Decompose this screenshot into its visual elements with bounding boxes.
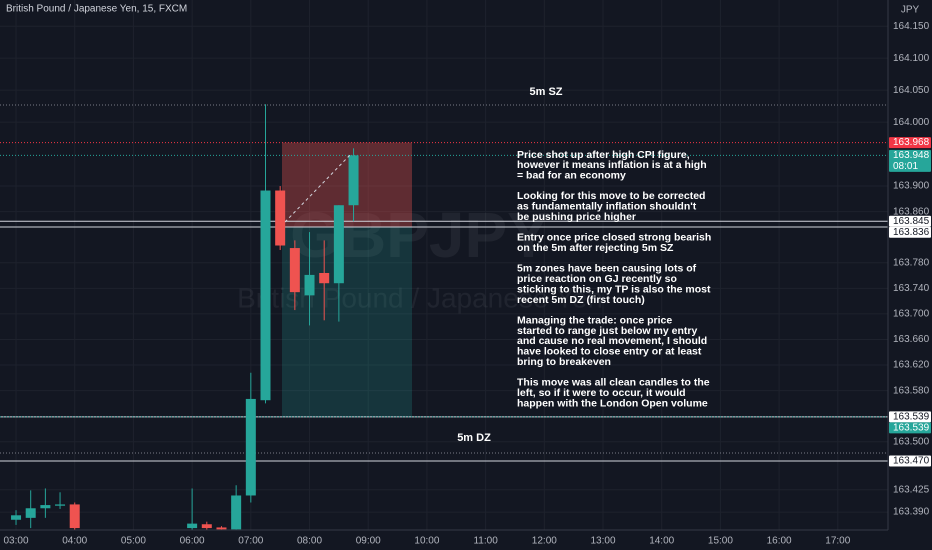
candle-body: [245, 398, 256, 496]
note-line: however it means inflation is at a high: [517, 159, 707, 171]
x-tick-label: 16:00: [767, 536, 792, 547]
note-line: be pushing price higher: [517, 211, 636, 223]
x-tick-label: 11:00: [473, 536, 498, 547]
price-tag-label: 163.470: [893, 456, 930, 467]
price-axis: [888, 0, 932, 550]
candle-body: [275, 190, 286, 246]
x-tick-label: 07:00: [238, 536, 263, 547]
x-tick-label: 08:00: [297, 536, 322, 547]
price-tag-label: 163.539: [893, 411, 930, 422]
candle-body: [11, 515, 22, 520]
y-tick-label: 163.660: [893, 334, 930, 345]
y-tick-label: 163.500: [893, 436, 930, 447]
y-tick-label: 163.390: [893, 507, 930, 518]
note-line: 5m zones have been causing lots of: [517, 263, 697, 275]
x-tick-label: 17:00: [825, 536, 850, 547]
candle-body: [69, 504, 80, 529]
candle-body: [333, 205, 344, 284]
y-tick-label: 163.860: [893, 206, 930, 217]
candle-body: [40, 505, 51, 509]
price-tag: [889, 215, 931, 227]
note-line: Entry once price closed strong bearish: [517, 232, 711, 244]
note-line: price reaction on GJ recently so: [517, 273, 677, 285]
x-tick-label: 12:00: [532, 536, 557, 547]
axes: 164.150 164.100 164.050 164.000 163.900 163.8…: [4, 21, 931, 547]
note-line: = bad for an economy: [517, 170, 626, 182]
y-tick-label: 163.620: [893, 360, 930, 371]
y-tick-label: 163.780: [893, 257, 930, 268]
watermark: GBPJPY: [290, 199, 550, 271]
note-line: and cause no real movement, I should: [517, 335, 707, 347]
x-tick-label: 10:00: [414, 536, 439, 547]
x-tick-label: 14:00: [649, 536, 674, 547]
x-tick-label: 09:00: [356, 536, 381, 547]
note-line: happen with the London Open volume: [517, 397, 708, 409]
note-line: started to range just below my entry: [517, 325, 697, 337]
candle-body: [187, 523, 198, 529]
currency: JPY: [901, 5, 920, 16]
candle-body: [55, 504, 66, 506]
y-tick-label: 163.900: [893, 181, 930, 192]
note-line: Price shot up after high CPI figure,: [517, 149, 690, 161]
y-tick-label: 164.150: [893, 21, 930, 32]
candle-body: [201, 524, 212, 529]
candle-body: [216, 527, 227, 530]
candle-body: [260, 190, 271, 401]
y-tick-label: 163.700: [893, 309, 930, 320]
chart-title: British Pound / Japanese Yen, 15, FXCM: [6, 4, 187, 15]
position-zones: [0, 142, 888, 462]
price-tag-label: 163.836: [893, 227, 930, 238]
target-zone: [282, 226, 412, 417]
sz-label: 5m SZ: [529, 86, 562, 98]
price-tag: [889, 455, 931, 467]
candle-body: [231, 495, 242, 530]
price-tag: [889, 149, 931, 172]
stop-zone: [282, 142, 412, 227]
note-line: Looking for this move to be corrected: [517, 190, 705, 202]
y-tick-label: 164.050: [893, 85, 930, 96]
candle-body: [304, 274, 315, 296]
note-line: bring to breakeven: [517, 356, 611, 368]
y-tick-label: 163.740: [893, 283, 930, 294]
note-line: sticking to this, my TP is also the most: [517, 283, 711, 295]
y-tick-label: 163.580: [893, 385, 930, 396]
note-line: This move was all clean candles to the: [517, 377, 710, 389]
candle-body: [348, 155, 359, 206]
price-tag-label: 163.539: [893, 422, 930, 433]
y-tick-label: 164.100: [893, 53, 930, 64]
x-tick-label: 15:00: [708, 536, 733, 547]
y-tick-label: 164.000: [893, 117, 930, 128]
grid: [0, 0, 888, 530]
note-line: on the 5m after rejecting 5m SZ: [517, 242, 674, 254]
price-tag-label: 163.968: [893, 137, 930, 148]
x-tick-label: 06:00: [180, 536, 205, 547]
x-tick-label: 05:00: [121, 536, 146, 547]
price-tag: [889, 226, 931, 238]
price-tag: [889, 411, 931, 423]
candle-body: [25, 508, 36, 518]
x-tick-label: 13:00: [591, 536, 616, 547]
note-line: recent 5m DZ (first touch): [517, 294, 645, 306]
dz-label: 5m DZ: [457, 432, 491, 444]
countdown: 08:01: [893, 161, 918, 172]
note-line: left, so if it were to occur, it would: [517, 387, 686, 399]
notes: Price shot up after high CPI figure,howe…: [517, 149, 711, 410]
price-tag: [889, 137, 931, 149]
price-tag-label: 163.948: [893, 150, 930, 161]
y-tick-label: 163.425: [893, 484, 930, 495]
price-tag-label: 163.845: [893, 216, 930, 227]
note-line: as fundamentally inflation shouldn't: [517, 201, 697, 213]
x-tick-label: 03:00: [4, 536, 29, 547]
candle-body: [289, 248, 300, 293]
candle-body: [319, 272, 330, 284]
x-tick-label: 04:00: [62, 536, 87, 547]
note-line: have looked to close entry or at least: [517, 346, 702, 358]
price-tag: [889, 422, 931, 434]
plot: [11, 104, 359, 530]
note-line: Managing the trade: once price: [517, 314, 672, 326]
